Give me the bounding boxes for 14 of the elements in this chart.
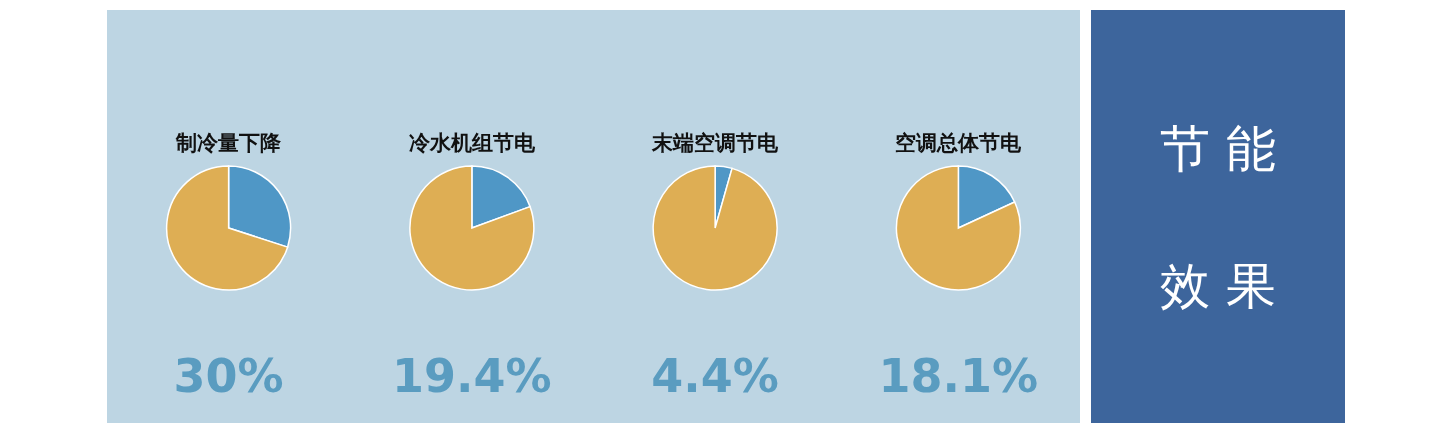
text: 4.4% xyxy=(651,349,779,403)
pie-slice xyxy=(652,165,778,291)
pie-slice xyxy=(895,165,1022,291)
text: 节 能 xyxy=(1160,119,1276,178)
chart-title: 冷水机组节电 xyxy=(408,131,536,155)
text: 效 果 xyxy=(1160,257,1276,316)
text: 19.4% xyxy=(392,349,552,403)
pie-slice xyxy=(165,165,289,291)
chart-title: 末端空调节电 xyxy=(651,131,780,155)
pie-slice xyxy=(409,165,535,291)
text: 18.1% xyxy=(878,349,1039,403)
chart-title: 空调总体节电 xyxy=(895,131,1023,155)
text: 30% xyxy=(173,349,284,403)
chart-title: 制冷量下降 xyxy=(175,131,283,155)
